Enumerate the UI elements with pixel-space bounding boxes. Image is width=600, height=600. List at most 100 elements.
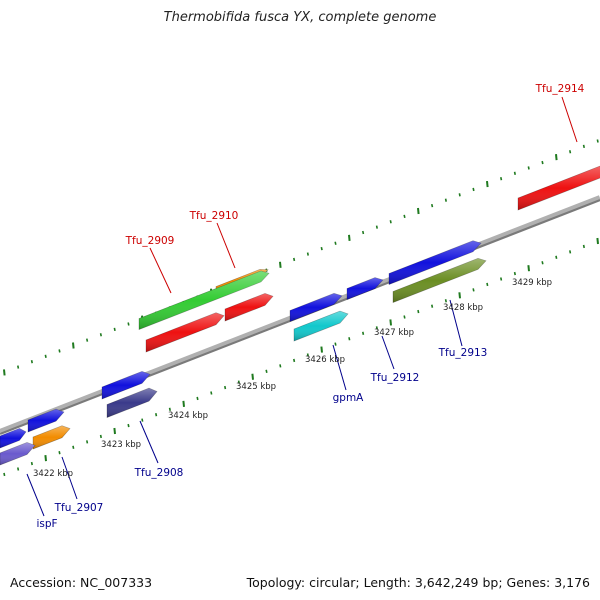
minor-tick <box>458 193 461 197</box>
gene-feature-shading <box>0 442 35 465</box>
minor-tick <box>541 160 544 165</box>
gene-feature-shading <box>294 311 348 341</box>
ruler-labels: 3422 kbp 3423 kbp 3424 kbp 3425 kbp 3426… <box>33 278 552 479</box>
feature-track <box>0 165 600 466</box>
minor-tick <box>237 380 240 384</box>
leader-line-tfu2907 <box>61 456 78 500</box>
minor-tick <box>472 187 475 192</box>
minor-tick <box>30 461 33 466</box>
leader-line-tfu2912 <box>381 335 395 370</box>
minor-tick <box>527 166 530 170</box>
ruler-label: 3429 kbp <box>512 278 552 288</box>
minor-tick <box>155 413 158 417</box>
gene-label-gpma[interactable]: gpmA <box>333 392 365 404</box>
gene-feature-shading <box>33 425 70 449</box>
minor-tick <box>486 282 489 287</box>
gene-feature-shading <box>347 277 383 300</box>
gene-label-tfu2913[interactable]: Tfu_2913 <box>438 347 488 359</box>
accession-text: Accession: NC_007333 <box>10 575 153 590</box>
major-tick <box>182 400 185 407</box>
major-tick <box>113 427 116 435</box>
major-tick <box>527 265 530 272</box>
major-tick <box>44 455 47 462</box>
gene-feature-shading <box>290 293 342 322</box>
minor-tick <box>196 396 199 401</box>
major-tick <box>417 207 420 215</box>
minor-tick <box>334 342 337 346</box>
gene-label-tfu2914[interactable]: Tfu_2914 <box>535 83 585 95</box>
gene-label-ispf[interactable]: ispF <box>36 518 57 530</box>
minor-tick <box>17 467 20 471</box>
minor-tick <box>127 322 130 326</box>
major-tick <box>458 292 461 299</box>
leader-line-tfu2908 <box>139 420 159 464</box>
minor-tick <box>265 369 268 373</box>
minor-tick <box>500 277 503 281</box>
minor-tick <box>293 358 296 363</box>
minor-tick <box>113 327 116 332</box>
major-tick <box>3 369 6 376</box>
major-tick <box>348 234 351 241</box>
major-tick <box>279 261 282 268</box>
minor-tick <box>582 244 585 249</box>
gene-label-tfu2909[interactable]: Tfu_2909 <box>125 235 175 247</box>
minor-tick <box>58 349 61 353</box>
minor-tick <box>86 440 89 444</box>
minor-tick <box>569 150 572 154</box>
minor-tick <box>431 203 434 208</box>
minor-tick <box>500 177 503 181</box>
map-title: Thermobifida fusca YX, complete genome <box>163 10 437 25</box>
major-tick <box>596 237 599 245</box>
leader-line-tfu2913 <box>449 299 463 347</box>
gene-label-tfu2912[interactable]: Tfu_2912 <box>370 372 420 384</box>
minor-tick <box>555 255 558 259</box>
minor-tick <box>403 214 406 219</box>
minor-tick <box>362 230 365 235</box>
tick-row-upper <box>3 139 599 376</box>
leader-line-tfu2910 <box>216 222 236 269</box>
minor-tick <box>99 434 102 439</box>
minor-tick <box>513 271 516 276</box>
minor-tick <box>362 331 365 335</box>
minor-tick <box>596 139 599 143</box>
minor-tick <box>389 220 392 224</box>
leader-line-gpma <box>332 344 347 391</box>
minor-tick <box>375 326 378 330</box>
ruler-label: 3426 kbp <box>305 355 345 365</box>
minor-tick <box>3 472 6 477</box>
gene-label-tfu2907[interactable]: Tfu_2907 <box>54 502 104 514</box>
gene-label-tfu2908[interactable]: Tfu_2908 <box>134 467 184 479</box>
ruler-label: 3425 kbp <box>236 382 276 392</box>
minor-tick <box>320 246 323 251</box>
minor-tick <box>293 257 296 262</box>
minor-tick <box>30 360 33 364</box>
gene-feature-shading <box>28 409 64 432</box>
gene-feature-shading <box>146 312 224 352</box>
minor-tick <box>44 354 47 358</box>
minor-tick <box>444 198 447 202</box>
ruler-label: 3424 kbp <box>168 411 208 421</box>
minor-tick <box>472 288 475 292</box>
minor-tick <box>127 423 130 428</box>
gene-label-tfu2910[interactable]: Tfu_2910 <box>189 210 239 222</box>
ruler-label: 3423 kbp <box>101 440 141 450</box>
minor-tick <box>348 337 351 341</box>
minor-tick <box>17 365 20 369</box>
ruler-label: 3428 kbp <box>443 303 483 313</box>
leader-line-ispf <box>26 473 45 517</box>
minor-tick <box>224 385 227 390</box>
gene-feature-shading <box>518 166 600 210</box>
minor-tick <box>99 333 102 337</box>
major-tick <box>389 319 392 326</box>
minor-tick <box>306 252 309 256</box>
minor-tick <box>86 338 89 342</box>
minor-tick <box>168 407 171 411</box>
gene-feature-shading <box>0 428 26 448</box>
minor-tick <box>513 171 516 175</box>
gene-feature-shading <box>225 293 273 321</box>
gene-feature-shading <box>102 371 150 399</box>
minor-tick <box>58 451 61 455</box>
minor-tick <box>431 304 434 308</box>
minor-tick <box>279 364 282 368</box>
minor-tick <box>306 353 309 357</box>
